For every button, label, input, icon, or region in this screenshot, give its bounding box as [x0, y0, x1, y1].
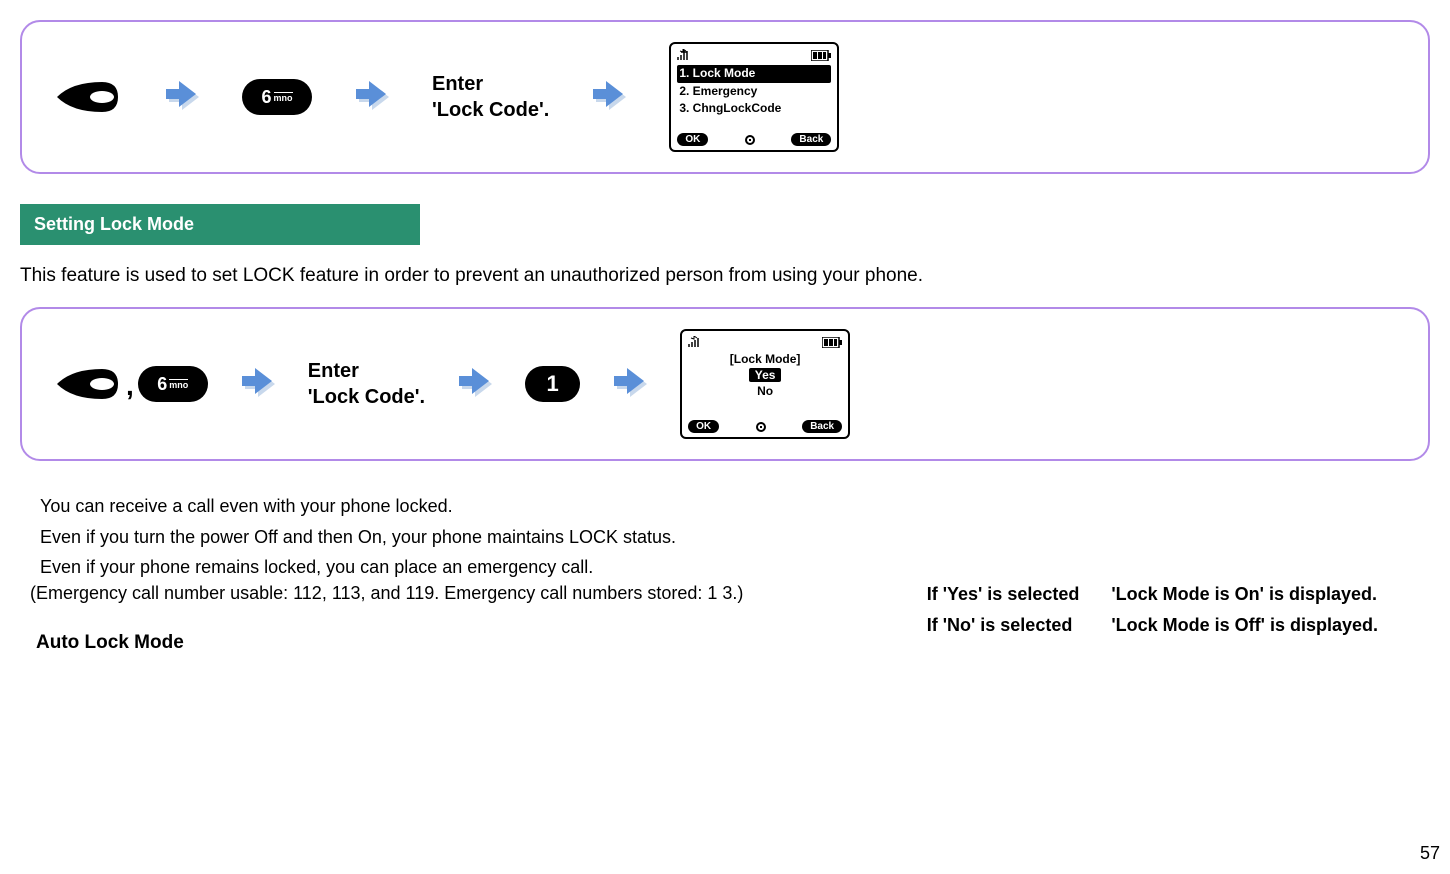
notes-list: You can receive a call even with your ph…: [40, 491, 1430, 583]
arrow-right-icon: [162, 77, 202, 117]
phone-status-bar: [677, 48, 831, 62]
phone-status-bar: [688, 335, 842, 349]
softkey-ok: OK: [677, 133, 708, 146]
phone-screen-menu: 1. Lock Mode 2. Emergency 3. ChngLockCod…: [669, 42, 839, 152]
enter-line2: 'Lock Code'.: [308, 384, 425, 410]
battery-icon: [822, 337, 842, 348]
arrow-right-icon: [352, 77, 392, 117]
nav-dot-icon: [756, 422, 766, 432]
signal-icon: [688, 336, 702, 348]
note-item: You can receive a call even with your ph…: [40, 491, 1430, 522]
phone-softkey-row: OK Back: [688, 420, 842, 433]
section-header: Setting Lock Mode: [20, 204, 420, 245]
menu-item-1: 1. Lock Mode: [677, 65, 831, 83]
enter-line1: Enter: [308, 358, 425, 384]
arrow-right-icon: [589, 77, 629, 117]
menu-key-icon: [52, 367, 122, 402]
comma-separator: ,: [126, 370, 134, 402]
key-1-digit: 1: [546, 371, 558, 397]
flow-box-1: 6 mno Enter 'Lock Code'. 1. Lock Mode 2.…: [20, 20, 1430, 174]
battery-icon: [811, 50, 831, 61]
result-yes-text: 'Lock Mode is On' is displayed.: [1111, 580, 1408, 609]
result-table: If 'Yes' is selected 'Lock Mode is On' i…: [925, 578, 1410, 642]
option-yes: Yes: [749, 368, 782, 382]
enter-lock-code-text: Enter 'Lock Code'.: [308, 358, 425, 410]
arrow-right-icon: [455, 364, 495, 404]
softkey-back: Back: [791, 133, 831, 146]
arrow-right-icon: [238, 364, 278, 404]
menu-key-icon: [52, 80, 122, 115]
enter-line2: 'Lock Code'.: [432, 97, 549, 123]
enter-line1: Enter: [432, 71, 549, 97]
flow-box-2: , 6 mno Enter 'Lock Code'. 1 [Lock Mode]…: [20, 307, 1430, 461]
phone-softkey-row: OK Back: [677, 133, 831, 146]
key-1-button: 1: [525, 366, 580, 402]
result-no-label: If 'No' is selected: [927, 611, 1110, 640]
key-6-button: 6 mno: [138, 366, 208, 402]
result-no-text: 'Lock Mode is Off' is displayed.: [1111, 611, 1408, 640]
intro-text: This feature is used to set LOCK feature…: [20, 265, 1430, 287]
page-number: 57: [1420, 843, 1440, 864]
key-6-letters: mno: [274, 92, 293, 103]
phone-screen-lockmode: [Lock Mode] Yes No OK Back: [680, 329, 850, 439]
signal-icon: [677, 49, 691, 61]
enter-lock-code-text: Enter 'Lock Code'.: [432, 71, 549, 123]
option-no: No: [688, 384, 842, 398]
menu-item-2: 2. Emergency: [677, 83, 831, 101]
note-item: Even if you turn the power Off and then …: [40, 522, 1430, 553]
key-6-digit: 6: [261, 87, 271, 108]
result-yes-label: If 'Yes' is selected: [927, 580, 1110, 609]
arrow-right-icon: [610, 364, 650, 404]
nav-dot-icon: [745, 135, 755, 145]
softkey-back: Back: [802, 420, 842, 433]
key-group: , 6 mno: [52, 366, 208, 402]
softkey-ok: OK: [688, 420, 719, 433]
key-6-letters: mno: [169, 379, 188, 390]
key-6-digit: 6: [157, 374, 167, 395]
menu-item-3: 3. ChngLockCode: [677, 100, 831, 118]
screen-title: [Lock Mode]: [688, 352, 842, 366]
key-6-button: 6 mno: [242, 79, 312, 115]
